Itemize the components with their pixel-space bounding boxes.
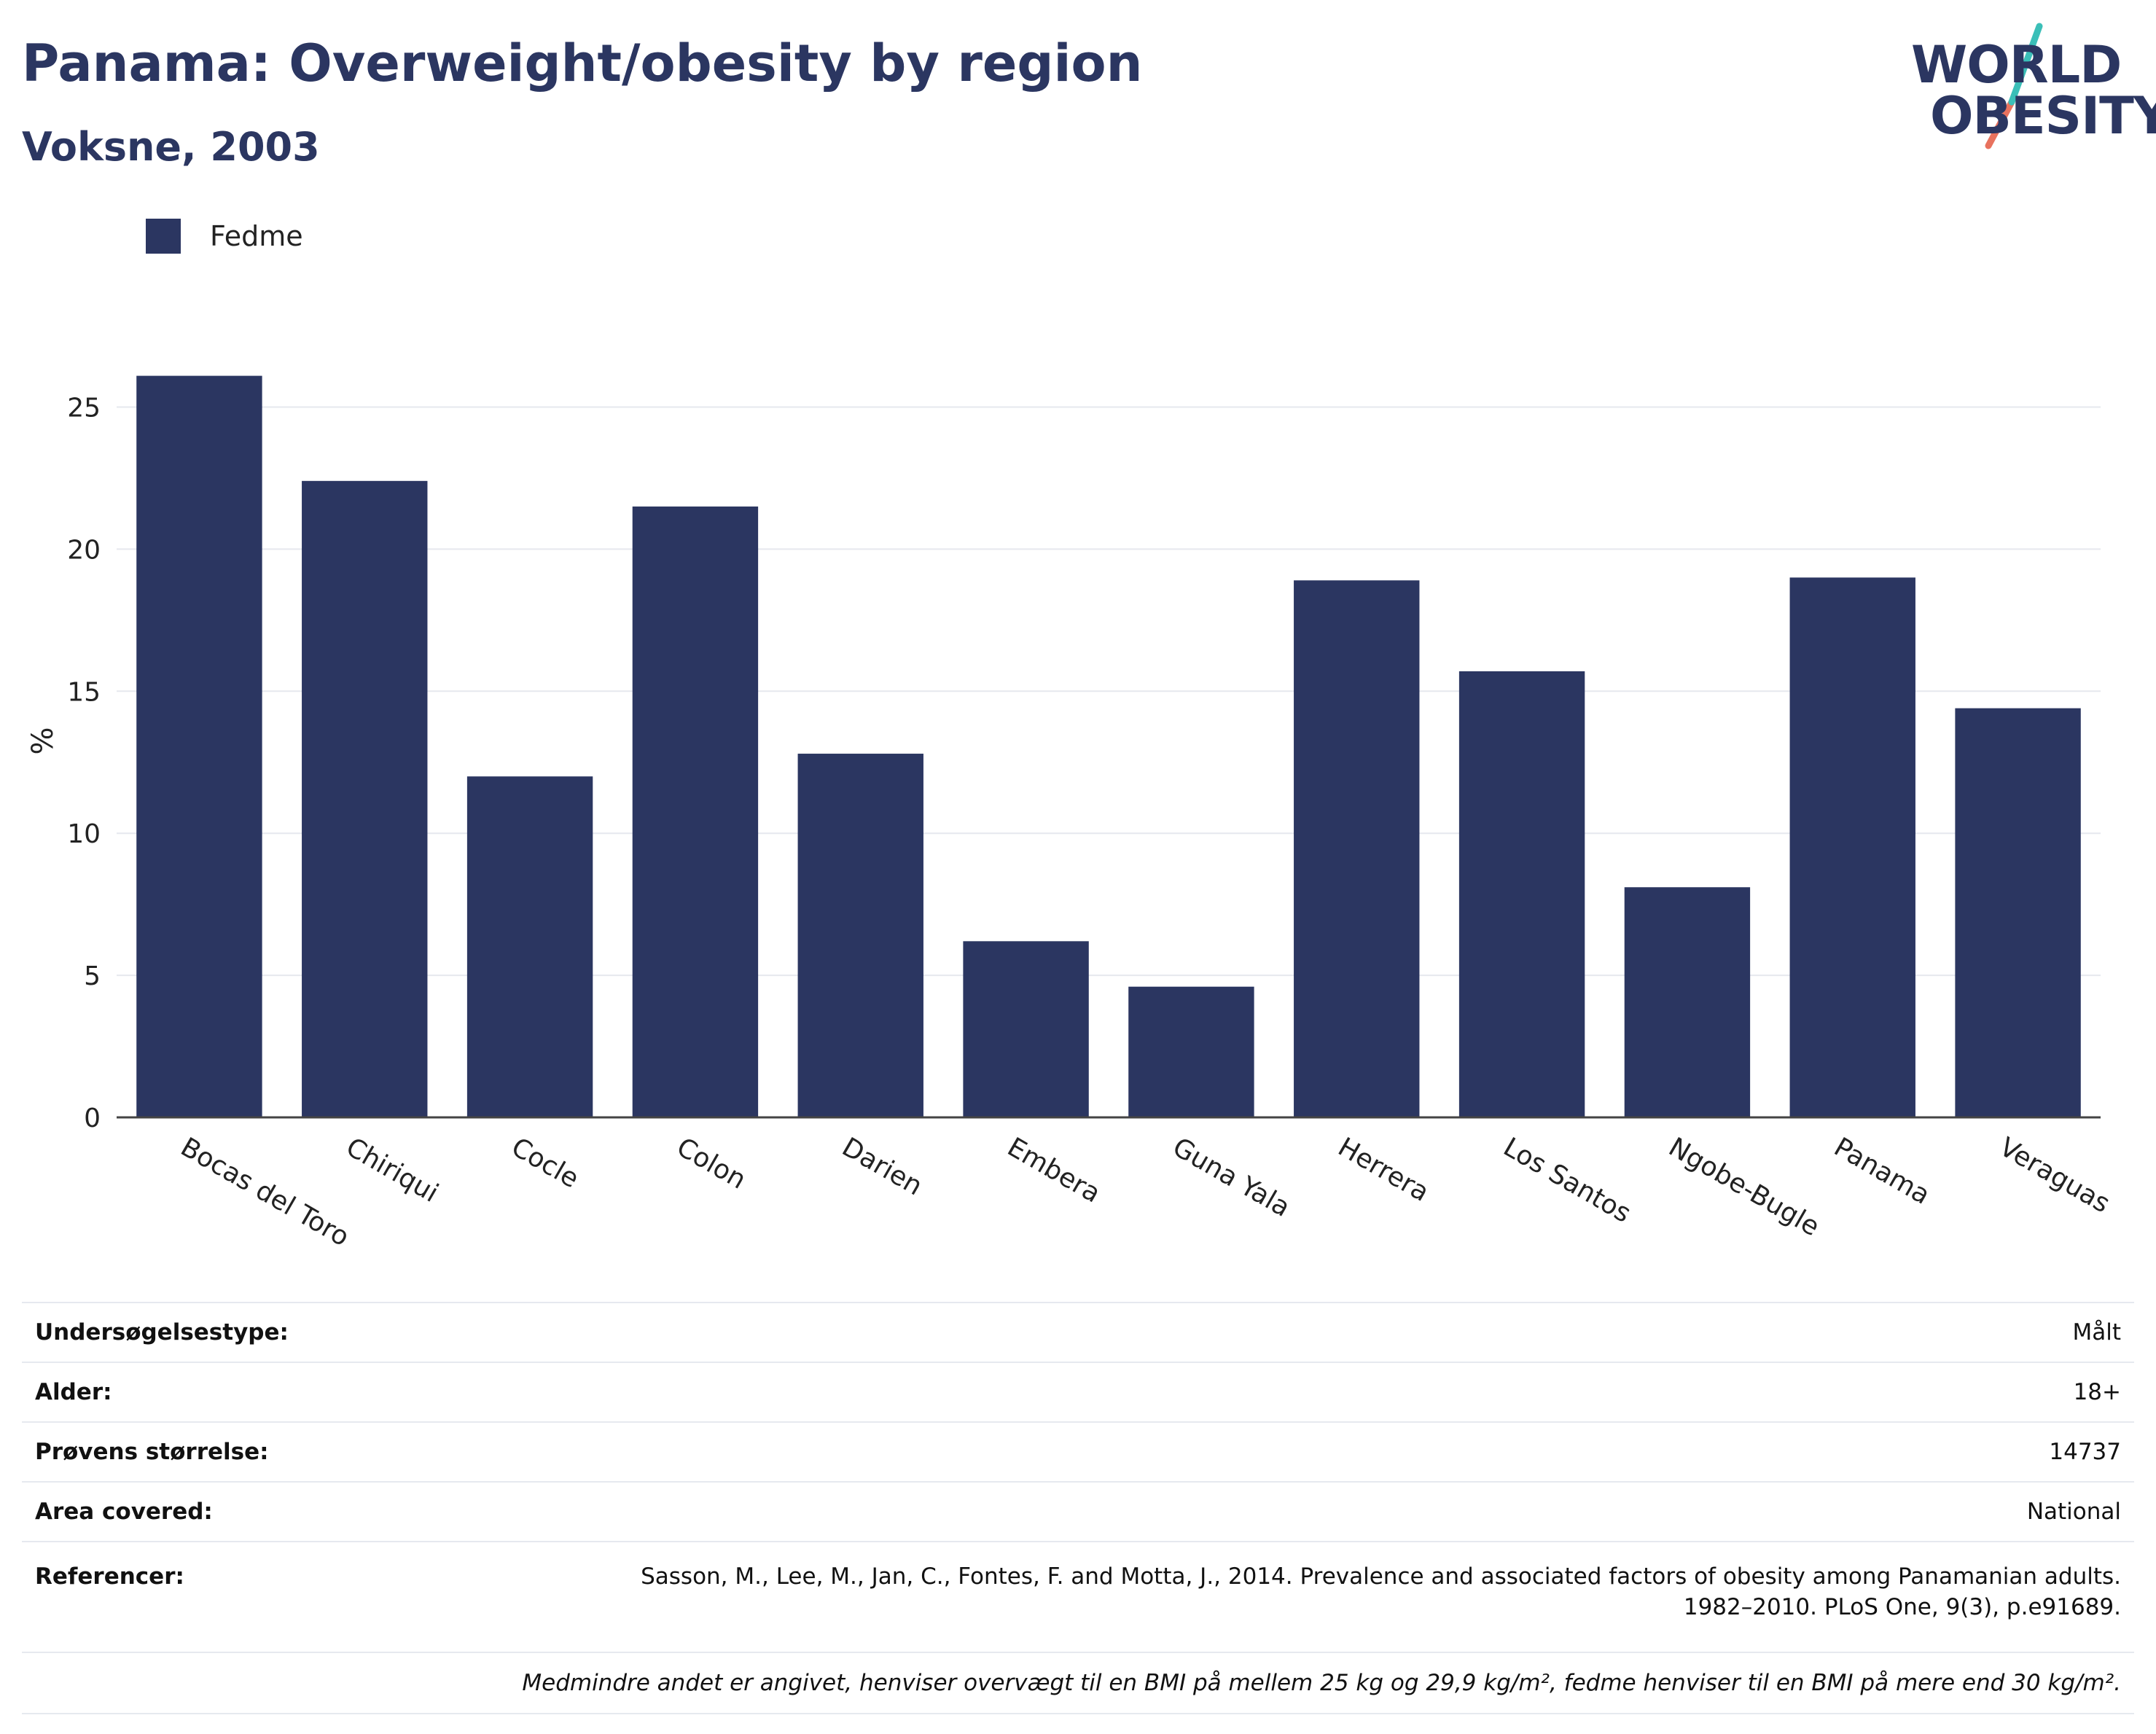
world-obesity-logo: WORLD OBESITY (1895, 22, 2156, 153)
x-tick-label: Panama (1829, 1132, 1934, 1211)
x-tick-label: Veraguas (1994, 1132, 2114, 1219)
y-tick-label: 10 (67, 819, 101, 849)
x-tick-label: Bocas del Toro (176, 1132, 354, 1252)
bars (136, 375, 2081, 1117)
info-row-survey-type: Undersøgelsestype: Målt (22, 1302, 2134, 1362)
grid-lines (117, 406, 2101, 977)
info-row-references: Referencer: Sasson, M., Lee, M., Jan, C.… (22, 1541, 2134, 1652)
bar-embera[interactable] (963, 941, 1089, 1117)
x-tick-label: Ngobe-Bugle (1663, 1132, 1824, 1242)
reference-line-1: Sasson, M., Lee, M., Jan, C., Fontes, F.… (641, 1563, 2121, 1590)
x-tick-label: Darien (837, 1132, 927, 1201)
info-table: Undersøgelsestype: Målt Alder: 18+ Prøve… (22, 1302, 2134, 1714)
x-tick-label: Cocle (507, 1132, 584, 1194)
logo-text-world: WORLD (1911, 35, 2122, 95)
x-tick-label: Embera (1002, 1132, 1105, 1208)
info-row-sample-size: Prøvens størrelse: 14737 (22, 1421, 2134, 1482)
bar-los-santos[interactable] (1458, 671, 1585, 1117)
bar-panama[interactable] (1789, 577, 1915, 1117)
x-tick-label: Chiriqui (341, 1132, 443, 1208)
info-value: 14737 (485, 1421, 2134, 1482)
info-value: 18+ (485, 1362, 2134, 1422)
y-tick-label: 0 (84, 1104, 101, 1133)
bar-cocle[interactable] (466, 776, 593, 1117)
bar-chiriqui[interactable] (302, 480, 428, 1117)
x-tick-label: Herrera (1333, 1132, 1434, 1208)
legend-label: Fedme (210, 220, 303, 252)
bmi-note: Medmindre andet er angivet, henviser ove… (22, 1652, 2134, 1714)
legend-swatch (146, 219, 181, 254)
y-tick-label: 5 (84, 961, 101, 991)
legend[interactable]: Fedme (146, 219, 303, 254)
reference-line-2: 1982–2010. PLoS One, 9(3), p.e91689. (1683, 1594, 2121, 1620)
info-key: Undersøgelsestype: (22, 1302, 485, 1362)
info-key: Prøvens størrelse: (22, 1421, 485, 1482)
x-tick-label: Colon (671, 1132, 751, 1195)
bar-colon[interactable] (632, 506, 759, 1117)
y-tick-labels: 0 5 10 15 20 25 (67, 393, 101, 1133)
logo-text-obesity: OBESITY (1930, 86, 2156, 146)
info-value: National (485, 1481, 2134, 1542)
logo-slash-icon (1985, 23, 2043, 149)
bar-guna-yala[interactable] (1128, 986, 1254, 1117)
x-tick-label: Guna Yala (1168, 1132, 1295, 1223)
info-key: Area covered: (22, 1481, 485, 1542)
info-value: Målt (485, 1302, 2134, 1362)
y-axis-label: % (26, 727, 60, 754)
bar-herrera[interactable] (1294, 580, 1420, 1117)
y-tick-label: 25 (67, 393, 101, 423)
chart-title: Panama: Overweight/obesity by region (22, 34, 1143, 93)
bar-bocas-del-toro[interactable] (136, 375, 262, 1117)
bar-ngobe-bugle[interactable] (1624, 887, 1751, 1117)
y-tick-label: 20 (67, 535, 101, 565)
chart-subtitle: Voksne, 2003 (22, 124, 320, 170)
reference-text: Sasson, M., Lee, M., Jan, C., Fontes, F.… (485, 1541, 2134, 1652)
info-row-age: Alder: 18+ (22, 1362, 2134, 1422)
info-row-area-covered: Area covered: National (22, 1481, 2134, 1542)
x-tick-label: Los Santos (1499, 1132, 1636, 1229)
info-key: Alder: (22, 1362, 485, 1422)
bar-darien[interactable] (797, 754, 923, 1117)
info-key: Referencer: (22, 1541, 485, 1652)
y-tick-label: 15 (67, 677, 101, 707)
info-row-note: Medmindre andet er angivet, henviser ove… (22, 1652, 2134, 1714)
bar-veraguas[interactable] (1955, 708, 2081, 1117)
